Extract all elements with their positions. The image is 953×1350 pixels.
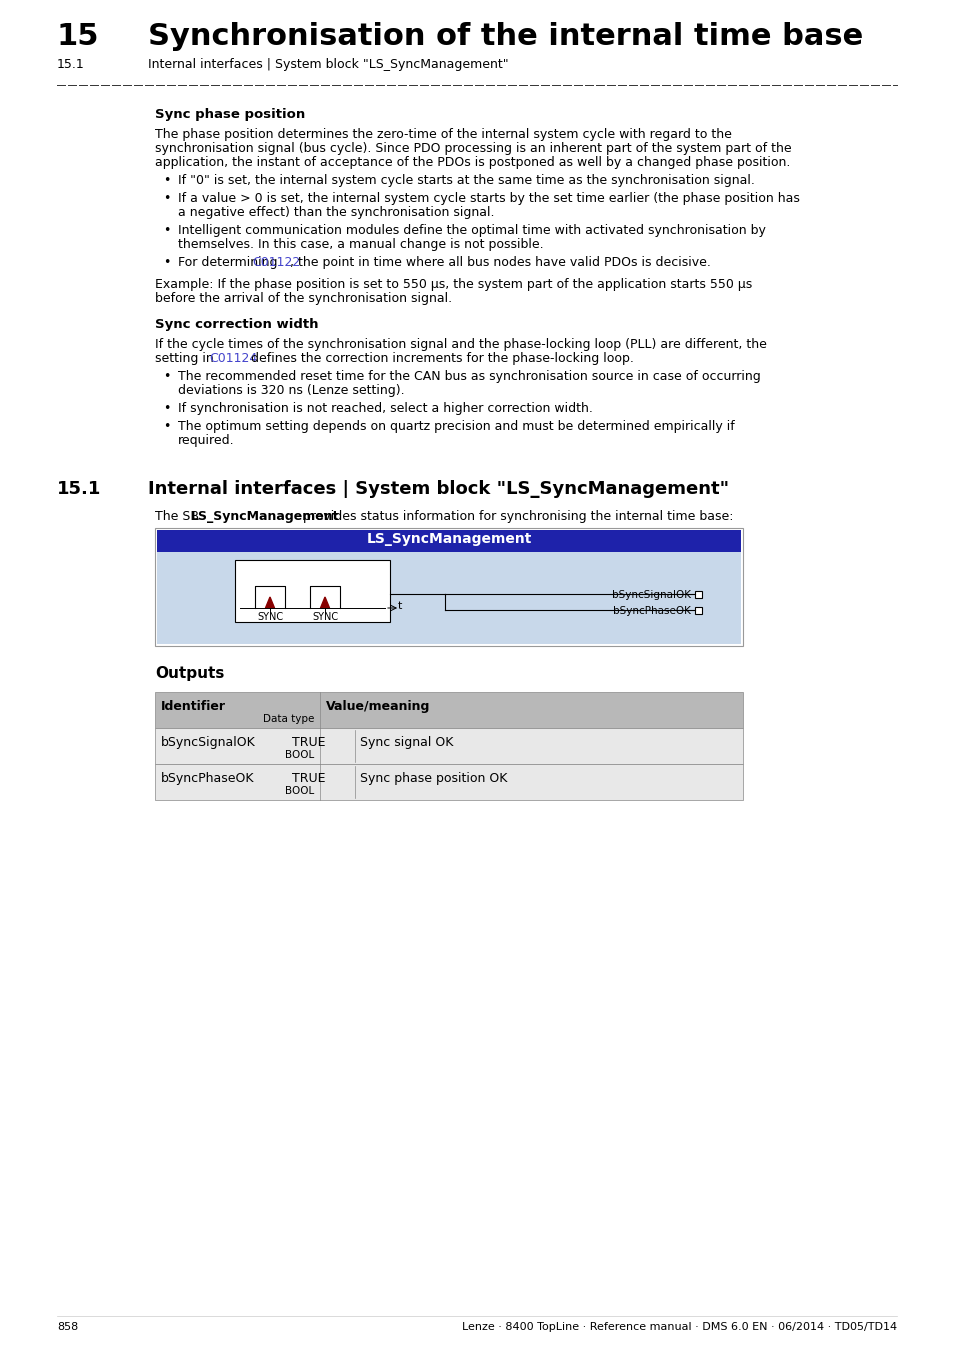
Text: deviations is 320 ns (Lenze setting).: deviations is 320 ns (Lenze setting). — [178, 383, 404, 397]
Text: before the arrival of the synchronisation signal.: before the arrival of the synchronisatio… — [154, 292, 452, 305]
Bar — [154, 693, 742, 728]
Text: application, the instant of acceptance of the PDOs is postponed as well by a cha: application, the instant of acceptance o… — [154, 157, 789, 169]
Text: Sync signal OK: Sync signal OK — [359, 736, 453, 749]
Text: SYNC: SYNC — [312, 612, 337, 622]
Bar — [695, 606, 701, 613]
Bar — [154, 764, 742, 801]
Text: 15.1: 15.1 — [57, 481, 101, 498]
Text: 15.1: 15.1 — [57, 58, 85, 72]
Bar — [695, 590, 701, 598]
Text: t: t — [397, 601, 402, 612]
Text: •: • — [163, 402, 171, 414]
Text: a negative effect) than the synchronisation signal.: a negative effect) than the synchronisat… — [178, 207, 494, 219]
Text: 15: 15 — [57, 22, 99, 51]
Bar — [157, 531, 740, 552]
Text: The recommended reset time for the CAN bus as synchronisation source in case of : The recommended reset time for the CAN b… — [178, 370, 760, 383]
Text: provides status information for synchronising the internal time base:: provides status information for synchron… — [298, 510, 733, 522]
Text: If the cycle times of the synchronisation signal and the phase-locking loop (PLL: If the cycle times of the synchronisatio… — [154, 338, 766, 351]
Text: •: • — [163, 420, 171, 433]
Text: bSyncSignalOK: bSyncSignalOK — [612, 590, 690, 599]
Text: defines the correction increments for the phase-locking loop.: defines the correction increments for th… — [247, 352, 633, 365]
Text: •: • — [163, 256, 171, 269]
Text: LS_SyncManagement: LS_SyncManagement — [191, 510, 339, 522]
Text: SYNC: SYNC — [256, 612, 283, 622]
Text: •: • — [163, 174, 171, 188]
Text: Sync phase position: Sync phase position — [154, 108, 305, 122]
Text: •: • — [163, 370, 171, 383]
Text: setting in: setting in — [154, 352, 217, 365]
Text: bSyncPhaseOK: bSyncPhaseOK — [613, 606, 690, 616]
Text: •: • — [163, 224, 171, 238]
Text: The SB: The SB — [154, 510, 203, 522]
Text: LS_SyncManagement: LS_SyncManagement — [366, 532, 531, 545]
Text: required.: required. — [178, 433, 234, 447]
Text: Sync phase position OK: Sync phase position OK — [359, 772, 507, 784]
Text: 858: 858 — [57, 1322, 78, 1332]
Text: Identifier: Identifier — [161, 701, 226, 713]
Text: Intelligent communication modules define the optimal time with activated synchro: Intelligent communication modules define… — [178, 224, 765, 238]
Text: BOOL: BOOL — [284, 751, 314, 760]
Text: If synchronisation is not reached, select a higher correction width.: If synchronisation is not reached, selec… — [178, 402, 592, 414]
Polygon shape — [320, 597, 329, 608]
Text: Example: If the phase position is set to 550 μs, the system part of the applicat: Example: If the phase position is set to… — [154, 278, 752, 292]
Text: Sync correction width: Sync correction width — [154, 319, 318, 331]
Polygon shape — [265, 597, 274, 608]
Text: Outputs: Outputs — [154, 666, 224, 680]
Text: C01122: C01122 — [252, 256, 300, 269]
Text: TRUE: TRUE — [293, 772, 326, 784]
Text: Value/meaning: Value/meaning — [326, 701, 430, 713]
Text: , the point in time where all bus nodes have valid PDOs is decisive.: , the point in time where all bus nodes … — [290, 256, 710, 269]
Bar — [234, 560, 390, 622]
Text: For determining: For determining — [178, 256, 281, 269]
Text: C01124: C01124 — [209, 352, 257, 365]
Bar — [157, 552, 740, 644]
Text: TRUE: TRUE — [293, 736, 326, 749]
Text: Internal interfaces | System block "LS_SyncManagement": Internal interfaces | System block "LS_S… — [148, 58, 508, 72]
Bar — [154, 728, 742, 764]
Text: The phase position determines the zero-time of the internal system cycle with re: The phase position determines the zero-t… — [154, 128, 731, 140]
Text: •: • — [163, 192, 171, 205]
Bar — [154, 528, 742, 647]
Text: themselves. In this case, a manual change is not possible.: themselves. In this case, a manual chang… — [178, 238, 543, 251]
Text: If a value > 0 is set, the internal system cycle starts by the set time earlier : If a value > 0 is set, the internal syst… — [178, 192, 799, 205]
Text: BOOL: BOOL — [284, 786, 314, 796]
Text: The optimum setting depends on quartz precision and must be determined empirical: The optimum setting depends on quartz pr… — [178, 420, 734, 433]
Text: Synchronisation of the internal time base: Synchronisation of the internal time bas… — [148, 22, 862, 51]
Text: Data type: Data type — [262, 714, 314, 724]
Text: bSyncSignalOK: bSyncSignalOK — [161, 736, 255, 749]
Text: Lenze · 8400 TopLine · Reference manual · DMS 6.0 EN · 06/2014 · TD05/TD14: Lenze · 8400 TopLine · Reference manual … — [461, 1322, 896, 1332]
Text: If "0" is set, the internal system cycle starts at the same time as the synchron: If "0" is set, the internal system cycle… — [178, 174, 754, 188]
Text: Internal interfaces | System block "LS_SyncManagement": Internal interfaces | System block "LS_S… — [148, 481, 728, 498]
Text: bSyncPhaseOK: bSyncPhaseOK — [161, 772, 254, 784]
Text: synchronisation signal (bus cycle). Since PDO processing is an inherent part of : synchronisation signal (bus cycle). Sinc… — [154, 142, 791, 155]
